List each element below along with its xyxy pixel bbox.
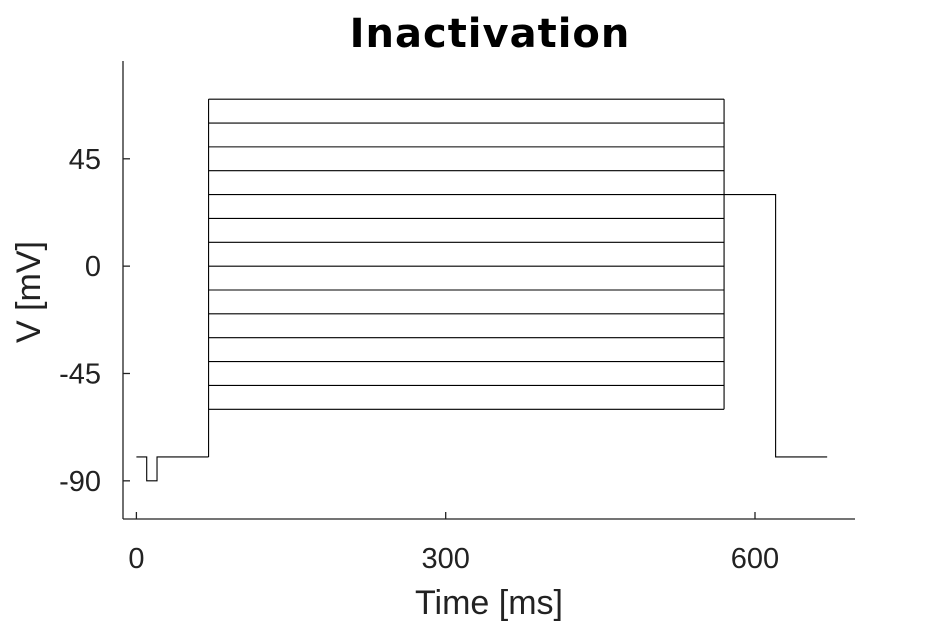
y-tick-label: -45 <box>59 358 101 390</box>
holding-trace <box>136 456 209 482</box>
chart-title: Inactivation <box>350 11 631 57</box>
x-axis-label: Time [ms] <box>415 584 563 622</box>
y-axis-label: V [mV] <box>10 241 48 343</box>
y-tick-label: 0 <box>85 251 101 283</box>
x-tick-label: 300 <box>422 543 470 575</box>
y-tick-label: -90 <box>59 466 101 498</box>
axes: 0 300 600 -90 -45 0 45 <box>59 61 855 575</box>
voltage-traces <box>136 98 828 482</box>
x-tick-label: 600 <box>731 543 779 575</box>
x-tick-label: 0 <box>128 543 144 575</box>
y-tick-label: 45 <box>69 144 101 176</box>
test-pulse-trace <box>724 194 828 458</box>
